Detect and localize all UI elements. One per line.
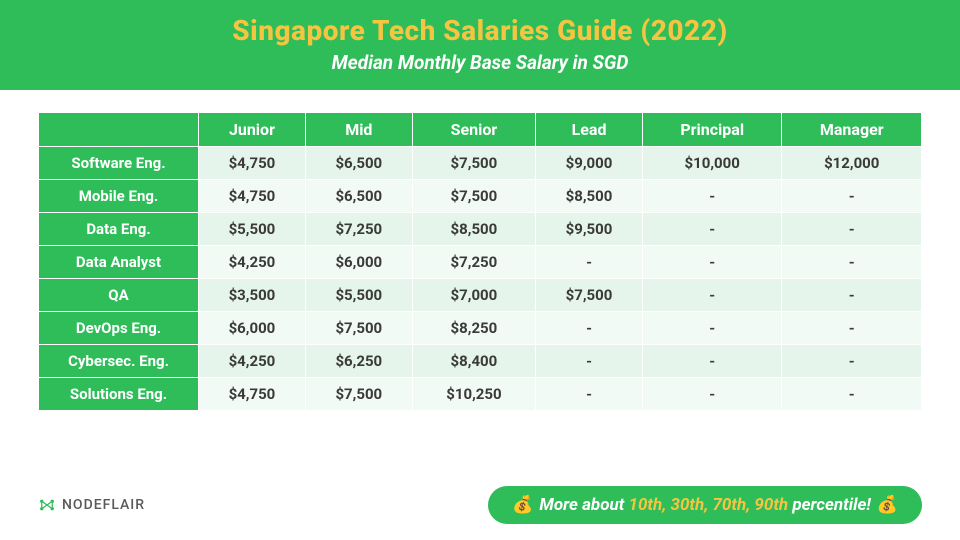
table-row: Data Analyst$4,250$6,000$7,250--- xyxy=(39,246,922,279)
row-label: Solutions Eng. xyxy=(39,378,199,411)
salary-cell: - xyxy=(642,279,782,312)
col-header: Mid xyxy=(305,113,412,147)
salary-cell: - xyxy=(536,378,643,411)
table-corner-cell xyxy=(39,113,199,147)
salary-cell: $10,000 xyxy=(642,147,782,180)
salary-cell: $7,250 xyxy=(412,246,535,279)
salary-table: Junior Mid Senior Lead Principal Manager… xyxy=(38,112,922,411)
salary-cell: - xyxy=(642,378,782,411)
salary-cell: $4,750 xyxy=(199,147,306,180)
salary-cell: $5,500 xyxy=(199,213,306,246)
salary-cell: - xyxy=(642,180,782,213)
table-row: Data Eng.$5,500$7,250$8,500$9,500-- xyxy=(39,213,922,246)
salary-table-container: Junior Mid Senior Lead Principal Manager… xyxy=(0,90,960,411)
salary-cell: $9,500 xyxy=(536,213,643,246)
table-row: Solutions Eng.$4,750$7,500$10,250--- xyxy=(39,378,922,411)
salary-cell: $7,500 xyxy=(412,180,535,213)
col-header: Lead xyxy=(536,113,643,147)
table-row: Software Eng.$4,750$6,500$7,500$9,000$10… xyxy=(39,147,922,180)
row-label: DevOps Eng. xyxy=(39,312,199,345)
salary-cell: $7,250 xyxy=(305,213,412,246)
brand-logo: NODEFLAIR xyxy=(38,496,145,514)
salary-cell: $7,500 xyxy=(536,279,643,312)
salary-cell: - xyxy=(782,378,922,411)
salary-cell: $7,500 xyxy=(305,312,412,345)
salary-cell: - xyxy=(642,213,782,246)
salary-cell: $4,250 xyxy=(199,246,306,279)
salary-cell: $7,500 xyxy=(412,147,535,180)
salary-cell: $7,500 xyxy=(305,378,412,411)
nodeflair-icon xyxy=(38,496,56,514)
table-row: Cybersec. Eng.$4,250$6,250$8,400--- xyxy=(39,345,922,378)
salary-cell: $4,250 xyxy=(199,345,306,378)
row-label: QA xyxy=(39,279,199,312)
col-header: Manager xyxy=(782,113,922,147)
salary-cell: $3,500 xyxy=(199,279,306,312)
salary-cell: $5,500 xyxy=(305,279,412,312)
row-label: Mobile Eng. xyxy=(39,180,199,213)
salary-cell: - xyxy=(782,180,922,213)
row-label: Data Analyst xyxy=(39,246,199,279)
col-header: Senior xyxy=(412,113,535,147)
salary-cell: $8,250 xyxy=(412,312,535,345)
money-bag-icon: 💰 xyxy=(877,495,898,515)
row-label: Cybersec. Eng. xyxy=(39,345,199,378)
salary-cell: $8,400 xyxy=(412,345,535,378)
footer: NODEFLAIR 💰 More about 10th, 30th, 70th,… xyxy=(0,486,960,524)
salary-cell: $12,000 xyxy=(782,147,922,180)
salary-cell: $4,750 xyxy=(199,180,306,213)
row-label: Software Eng. xyxy=(39,147,199,180)
salary-cell: $8,500 xyxy=(536,180,643,213)
salary-cell: $6,250 xyxy=(305,345,412,378)
table-header-row: Junior Mid Senior Lead Principal Manager xyxy=(39,113,922,147)
salary-cell: - xyxy=(642,345,782,378)
header-banner: Singapore Tech Salaries Guide (2022) Med… xyxy=(0,0,960,90)
salary-cell: - xyxy=(782,345,922,378)
salary-cell: $4,750 xyxy=(199,378,306,411)
table-row: Mobile Eng.$4,750$6,500$7,500$8,500-- xyxy=(39,180,922,213)
salary-cell: - xyxy=(536,246,643,279)
salary-cell: $7,000 xyxy=(412,279,535,312)
salary-cell: - xyxy=(782,213,922,246)
salary-cell: $6,500 xyxy=(305,180,412,213)
table-row: QA$3,500$5,500$7,000$7,500-- xyxy=(39,279,922,312)
salary-cell: $6,500 xyxy=(305,147,412,180)
salary-cell: - xyxy=(782,279,922,312)
col-header: Principal xyxy=(642,113,782,147)
salary-cell: $9,000 xyxy=(536,147,643,180)
page-subtitle: Median Monthly Base Salary in SGD xyxy=(0,51,960,74)
salary-cell: - xyxy=(642,246,782,279)
salary-cell: - xyxy=(536,312,643,345)
salary-cell: - xyxy=(782,312,922,345)
col-header: Junior xyxy=(199,113,306,147)
brand-text: NODEFLAIR xyxy=(62,497,145,513)
money-bag-icon: 💰 xyxy=(512,495,533,515)
salary-cell: $6,000 xyxy=(199,312,306,345)
salary-cell: $10,250 xyxy=(412,378,535,411)
pill-text: More about 10th, 30th, 70th, 90th percen… xyxy=(539,495,870,515)
salary-cell: $8,500 xyxy=(412,213,535,246)
percentile-callout-pill[interactable]: 💰 More about 10th, 30th, 70th, 90th perc… xyxy=(488,486,922,524)
table-row: DevOps Eng.$6,000$7,500$8,250--- xyxy=(39,312,922,345)
salary-cell: - xyxy=(782,246,922,279)
salary-cell: $6,000 xyxy=(305,246,412,279)
salary-cell: - xyxy=(536,345,643,378)
salary-cell: - xyxy=(642,312,782,345)
page-title: Singapore Tech Salaries Guide (2022) xyxy=(0,14,960,47)
row-label: Data Eng. xyxy=(39,213,199,246)
